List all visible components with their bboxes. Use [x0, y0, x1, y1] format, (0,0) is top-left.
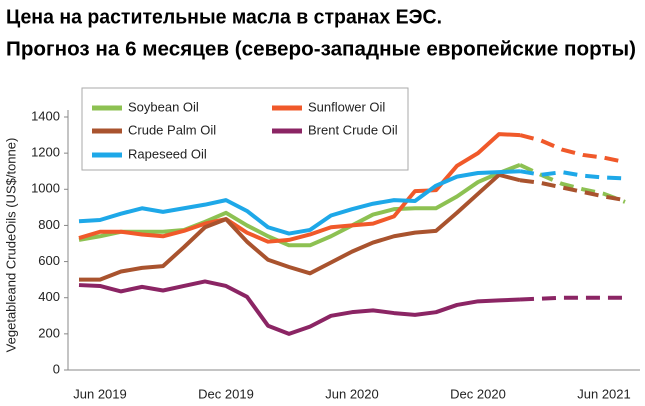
forecast-line [519, 169, 626, 181]
x-tick-label: Dec 2019 [198, 386, 254, 401]
y-tick-label: 1400 [31, 108, 60, 123]
x-tick-label: Jun 2019 [73, 386, 127, 401]
x-tick-label: Jun 2020 [325, 386, 379, 401]
legend-label: Crude Palm Oil [128, 122, 216, 137]
x-tick-label: Dec 2020 [450, 386, 506, 401]
legend-box [81, 87, 409, 171]
y-tick-label: 0 [53, 361, 60, 376]
y-tick-label: 200 [38, 325, 60, 340]
legend-label: Sunflower Oil [308, 99, 385, 114]
series-line [79, 172, 521, 282]
series-line [78, 279, 521, 336]
series-line [78, 163, 521, 248]
y-tick-label: 800 [38, 217, 60, 232]
forecast-line [519, 133, 626, 165]
y-tick-label: 1200 [31, 145, 60, 160]
chart-subtitle: Прогноз на 6 месяцев (северо-западные ев… [6, 38, 636, 60]
series-line [78, 169, 521, 236]
series-line [78, 132, 521, 244]
x-tick-label: Jun 2021 [577, 386, 631, 401]
chart-title: Цена на растительные масла в странах ЕЭС… [6, 6, 442, 28]
legend-label: Brent Crude Oil [308, 122, 398, 137]
y-tick-label: 600 [38, 253, 60, 268]
y-tick-label: 400 [38, 289, 60, 304]
forecast-line [519, 178, 626, 203]
y-tick-label: 1000 [31, 181, 60, 196]
legend-label: Rapeseed Oil [128, 146, 207, 161]
y-axis-label: Vegetableand CrudeOils (US$/tonne) [3, 138, 18, 353]
legend-label: Soybean Oil [128, 99, 199, 114]
forecast-line [519, 295, 625, 302]
